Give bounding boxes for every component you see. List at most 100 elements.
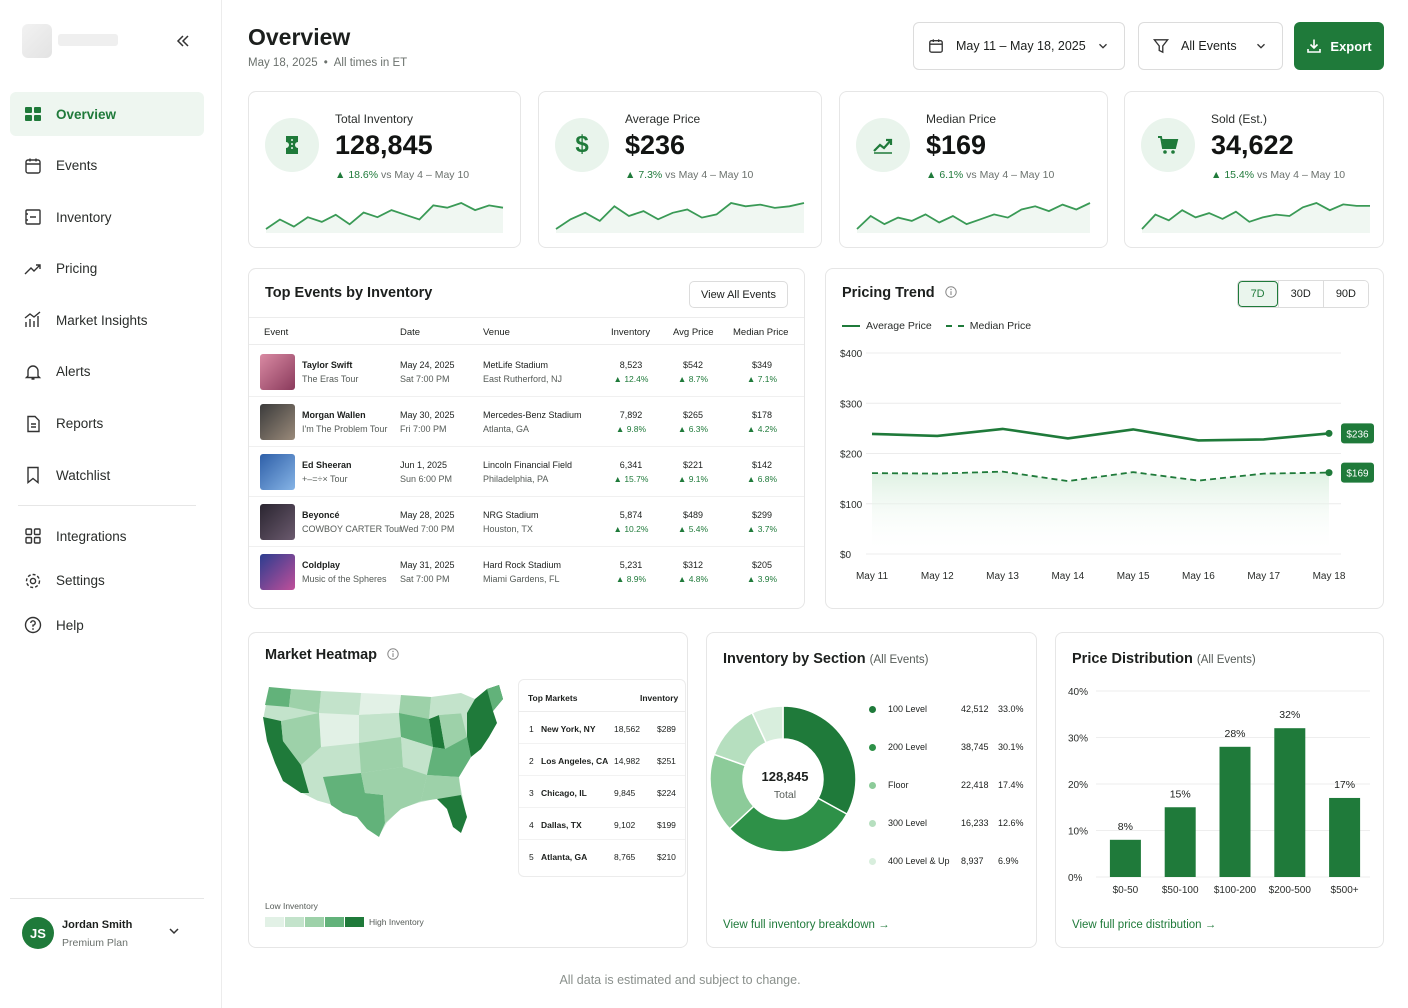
venue-cell: Lincoln Financial Field Philadelphia, PA bbox=[483, 460, 573, 484]
market-row[interactable]: 2 Los Angeles, CA 14,982 $251 bbox=[519, 744, 685, 776]
column-header[interactable]: Median Price bbox=[733, 327, 789, 338]
bar[interactable] bbox=[1274, 728, 1306, 877]
event-filter-dropdown[interactable]: All Events bbox=[1138, 22, 1283, 70]
nav-item-watchlist[interactable]: Watchlist bbox=[10, 453, 204, 497]
nav-item-pricing[interactable]: Pricing bbox=[10, 247, 204, 291]
sparkline-area bbox=[857, 203, 1090, 233]
donut-center-label: Total bbox=[773, 789, 797, 801]
sparkline bbox=[265, 202, 504, 233]
info-icon[interactable] bbox=[387, 648, 399, 660]
donut-slice[interactable] bbox=[782, 705, 857, 816]
market-row[interactable]: 4 Dallas, TX 9,102 $199 bbox=[519, 808, 685, 840]
nav-item-settings[interactable]: Settings bbox=[10, 563, 204, 599]
price-distribution-link[interactable]: View full price distribution → bbox=[1072, 919, 1217, 931]
kpi-card-sold[interactable]: Sold (Est.) 34,622 ▲ 15.4% vs May 4 – Ma… bbox=[1124, 91, 1384, 248]
y-tick-label: $400 bbox=[840, 349, 863, 360]
market-city: Dallas, TX bbox=[541, 820, 582, 830]
table-row[interactable]: Ed Sheeran +–=÷× Tour Jun 1, 2025 Sun 6:00… bbox=[249, 447, 804, 497]
range-30d-button[interactable]: 30D bbox=[1277, 281, 1323, 307]
nav-item-market-insights[interactable]: Market Insights bbox=[10, 298, 204, 342]
market-inventory: 18,562 bbox=[614, 724, 640, 734]
nav-item-reports[interactable]: Reports bbox=[10, 402, 204, 446]
bar[interactable] bbox=[1329, 797, 1361, 877]
event-thumbnail bbox=[260, 554, 295, 590]
inventory-cell: 6,341 ▲ 15.7% bbox=[613, 460, 649, 484]
market-price: $251 bbox=[657, 756, 676, 766]
range-90d-button[interactable]: 90D bbox=[1322, 281, 1368, 307]
date-range-picker[interactable]: May 11 – May 18, 2025 bbox=[913, 22, 1125, 70]
kpi-card-average-price[interactable]: $ Average Price $236 ▲ 7.3% vs May 4 – M… bbox=[538, 91, 822, 248]
collapse-sidebar-button[interactable] bbox=[172, 30, 194, 52]
bookmark-icon bbox=[23, 465, 43, 485]
nav-item-integrations[interactable]: Integrations bbox=[10, 518, 204, 554]
table-row[interactable]: Taylor Swift The Eras Tour May 24, 2025 Sa… bbox=[249, 347, 804, 397]
market-rank: 2 bbox=[529, 756, 534, 766]
brand-logo[interactable] bbox=[18, 18, 130, 64]
nav-item-help[interactable]: Help bbox=[10, 607, 204, 643]
us-heatmap[interactable] bbox=[261, 677, 507, 857]
column-header[interactable]: Inventory bbox=[611, 327, 651, 338]
section-legend-item[interactable]: Floor 22,418 17.4% bbox=[867, 777, 1027, 797]
info-icon[interactable] bbox=[945, 286, 957, 298]
pricing-trend-chart: $0 $100 $200 $300 $400 May 11 May 12 May 13 May … bbox=[840, 349, 1374, 582]
inventory-breakdown-link[interactable]: View full inventory breakdown → bbox=[723, 919, 890, 931]
nav-item-overview[interactable]: Overview bbox=[10, 92, 204, 136]
table-row[interactable]: Beyoncé COWBOY CARTER Tour May 28, 2025 We… bbox=[249, 497, 804, 547]
table-row[interactable]: Morgan Wallen I'm The Problem Tour May 30… bbox=[249, 397, 804, 447]
event-thumbnail bbox=[260, 504, 295, 540]
column-header[interactable]: Event bbox=[264, 327, 289, 338]
chevron-down-icon[interactable] bbox=[166, 923, 182, 939]
section-percent: 12.6% bbox=[998, 818, 1024, 828]
user-profile[interactable]: JS Jordan Smith Premium Plan bbox=[10, 898, 204, 978]
donut-slice[interactable] bbox=[728, 797, 849, 853]
section-legend-item[interactable]: 300 Level 16,233 12.6% bbox=[867, 815, 1027, 835]
legend-item-average[interactable]: Average Price bbox=[842, 320, 932, 332]
sparkline bbox=[856, 202, 1091, 233]
secondary-nav: Integrations Settings Help bbox=[10, 518, 204, 652]
venue-cell: MetLife Stadium East Rutherford, NJ bbox=[483, 360, 563, 384]
market-city: Los Angeles, CA bbox=[541, 756, 609, 766]
bar[interactable] bbox=[1219, 746, 1251, 877]
column-header[interactable]: Avg Price bbox=[673, 327, 714, 338]
column-header[interactable]: Date bbox=[400, 327, 421, 338]
kpi-delta: ▲ 15.4% vs May 4 – May 10 bbox=[1211, 169, 1346, 181]
market-row[interactable]: 5 Atlanta, GA 8,765 $210 bbox=[519, 840, 685, 872]
y-tick-label: $200 bbox=[840, 450, 863, 461]
nav-label: Integrations bbox=[56, 528, 127, 544]
date-cell: May 28, 2025 Wed 7:00 PM bbox=[400, 510, 455, 534]
nav-item-alerts[interactable]: Alerts bbox=[10, 350, 204, 394]
section-legend-item[interactable]: 100 Level 42,512 33.0% bbox=[867, 701, 1027, 721]
export-button[interactable]: Export bbox=[1294, 22, 1384, 70]
kpi-value: 128,845 bbox=[335, 130, 433, 160]
avg-price-cell: $221 ▲ 9.1% bbox=[677, 460, 709, 484]
section-percent: 17.4% bbox=[998, 780, 1024, 790]
bar[interactable] bbox=[1164, 807, 1196, 877]
kpi-delta: ▲ 6.1% vs May 4 – May 10 bbox=[926, 169, 1055, 181]
avg-price-cell: $542 ▲ 8.7% bbox=[677, 360, 709, 384]
market-inventory: 9,102 bbox=[614, 820, 636, 830]
market-row[interactable]: 1 New York, NY 18,562 $289 bbox=[519, 712, 685, 744]
kpi-card-total-inventory[interactable]: Total Inventory 128,845 ▲ 18.6% vs May 4… bbox=[248, 91, 521, 248]
market-rank: 4 bbox=[529, 820, 534, 830]
legend-item-median[interactable]: Median Price bbox=[945, 320, 1031, 332]
view-all-events-button[interactable]: View All Events bbox=[688, 281, 788, 308]
kpi-card-median-price[interactable]: Median Price $169 ▲ 6.1% vs May 4 – May … bbox=[839, 91, 1108, 248]
page-title: Overview bbox=[248, 24, 351, 50]
column-header[interactable]: Venue bbox=[483, 327, 510, 338]
section-legend-item[interactable]: 200 Level 38,745 30.1% bbox=[867, 739, 1027, 759]
inventory-cell: 8,523 ▲ 12.4% bbox=[613, 360, 649, 384]
nav-item-inventory[interactable]: Inventory bbox=[10, 195, 204, 239]
market-row[interactable]: 3 Chicago, IL 9,845 $224 bbox=[519, 776, 685, 808]
range-7d-button[interactable]: 7D bbox=[1237, 281, 1278, 307]
donut-slice[interactable] bbox=[751, 705, 784, 744]
nav-item-events[interactable]: Events bbox=[10, 144, 204, 188]
end-point[interactable] bbox=[1325, 429, 1333, 437]
end-point[interactable] bbox=[1325, 469, 1333, 477]
section-legend-item[interactable]: 400 Level & Up 8,937 6.9% bbox=[867, 853, 1027, 873]
bar[interactable] bbox=[1109, 839, 1141, 877]
sparkline-area bbox=[266, 203, 503, 233]
end-value-badge bbox=[1341, 423, 1374, 444]
nav-label: Settings bbox=[56, 573, 105, 588]
table-row[interactable]: Coldplay Music of the Spheres May 31, 202… bbox=[249, 547, 804, 597]
date-range-value: May 11 – May 18, 2025 bbox=[956, 39, 1086, 53]
